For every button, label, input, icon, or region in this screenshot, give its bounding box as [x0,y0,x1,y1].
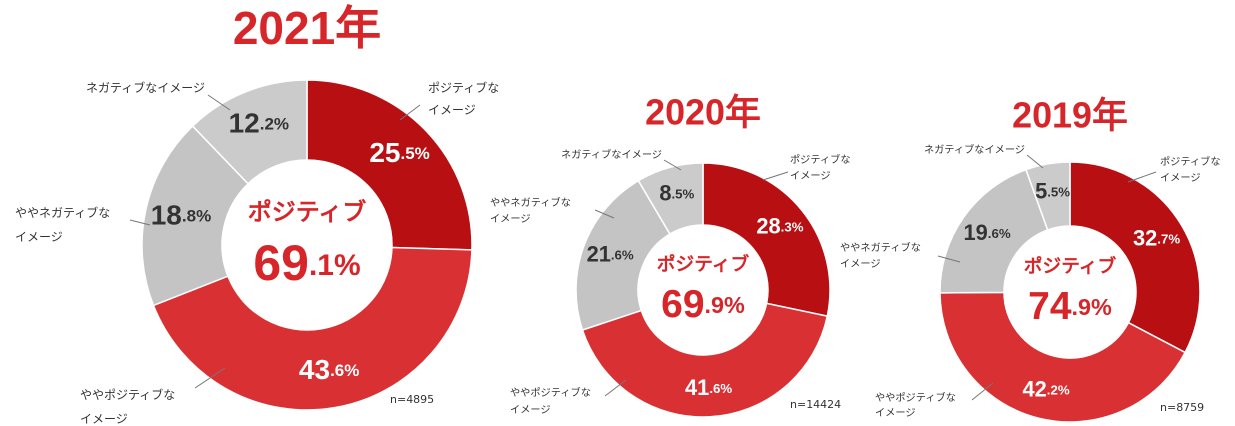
slice [939,291,1187,423]
category-label: ネガティブなイメージ [86,80,205,95]
leader-line [663,159,682,171]
donut-chart: 2019年 32.7% ポジティブなイメージ 42.2% ややポジティブなイメージ 19.… [840,95,1221,423]
center-value: 69.9% [661,283,745,326]
category-label: ネガティブなイメージ [924,143,1025,156]
leader-line [971,382,994,401]
donut-chart: 2020年 28.3% ポジティブなイメージ 41.6% ややポジティブなイメージ 21.… [490,92,851,418]
center-value: 74.9% [1028,285,1112,328]
value-label: 5.5% [1035,178,1070,203]
slice [152,246,473,411]
value-label: 43.6% [299,354,359,385]
leader-line [399,104,421,121]
value-label: 41.6% [685,375,732,400]
slice [1025,161,1071,231]
value-label: 42.2% [1023,376,1070,401]
leader-line [937,255,961,263]
slice [1069,161,1201,354]
leader-line [762,171,789,181]
leader-line [594,209,615,219]
center-label: ポジティブ [657,254,750,276]
value-label: 28.3% [756,213,803,238]
category-label: ややポジティブなイメージ [875,391,956,419]
leader-line [129,219,151,226]
category-label: ややポジティブなイメージ [80,387,175,426]
center-value: 69.1% [253,235,360,291]
slice [637,162,704,236]
category-label: ややネガティブなイメージ [840,241,921,270]
slice [141,125,250,307]
donut-chart: 2021年 25.5% ポジティブなイメージ 43.6% ややポジティブなイメージ 18.… [15,2,499,425]
category-label: ポジティブなイメージ [428,80,499,117]
sample-size: n=8759 [1160,401,1204,414]
leader-line [1026,154,1044,169]
center-label: ポジティブ [1024,256,1117,278]
category-label: ネガティブなイメージ [561,148,662,161]
category-label: ややポジティブなイメージ [510,386,591,416]
category-label: ややネガティブなイメージ [490,196,571,225]
category-label: ポジティブなイメージ [1160,155,1221,184]
center-label: ポジティブ [248,198,367,226]
slice [306,79,473,251]
value-label: 18.8% [151,200,211,231]
category-label: ポジティブなイメージ [790,153,851,182]
slice [581,302,829,418]
category-label: ややネガティブなイメージ [15,205,110,244]
sample-size: n=4895 [390,393,434,406]
leader-line [1127,171,1157,183]
value-label: 32.7% [1133,225,1180,250]
value-label: 19.6% [964,220,1011,245]
chart-title: 2019年 [1012,95,1128,135]
chart-title: 2021年 [233,2,381,54]
chart-title: 2020年 [645,92,761,132]
slice [191,79,308,185]
slice [575,179,671,331]
sample-size: n=14424 [790,398,841,411]
value-label: 21.6% [587,241,634,266]
value-label: 25.5% [369,138,429,169]
value-label: 12.2% [229,108,289,139]
leader-line [207,94,231,111]
leader-line [194,367,226,389]
value-label: 8.5% [659,180,694,205]
leader-line [604,379,627,397]
